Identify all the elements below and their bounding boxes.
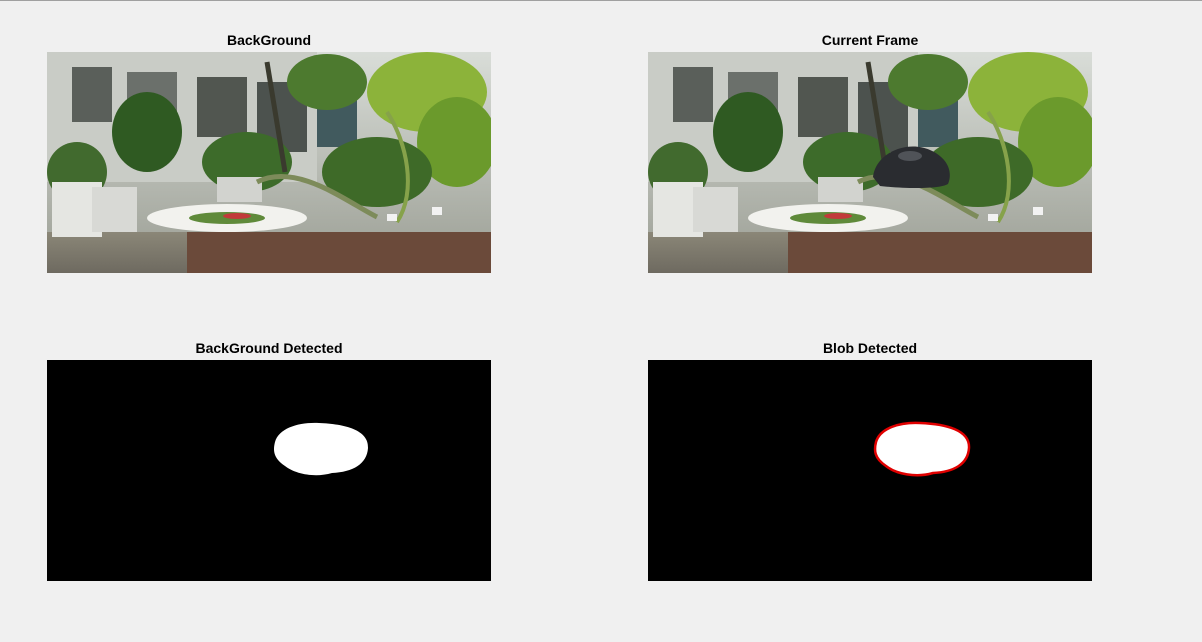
current-frame-image	[648, 52, 1092, 273]
background-detected-mask	[47, 360, 491, 581]
background-image	[47, 52, 491, 273]
blob-detected-mask	[648, 360, 1092, 581]
current-frame-photo-svg	[648, 52, 1092, 273]
panel-title-blob-detected: Blob Detected	[822, 340, 918, 356]
blob-outline	[873, 421, 971, 477]
blob-mask-svg	[648, 360, 1092, 581]
window-top-border	[0, 0, 1202, 1]
panel-title-background: BackGround	[226, 32, 311, 48]
blob-shape	[274, 422, 369, 476]
background-photo-svg	[47, 52, 491, 273]
background-mask-svg	[47, 360, 491, 581]
panel-title-background-detected: BackGround Detected	[195, 340, 343, 356]
panel-title-current-frame: Current Frame	[821, 32, 919, 48]
